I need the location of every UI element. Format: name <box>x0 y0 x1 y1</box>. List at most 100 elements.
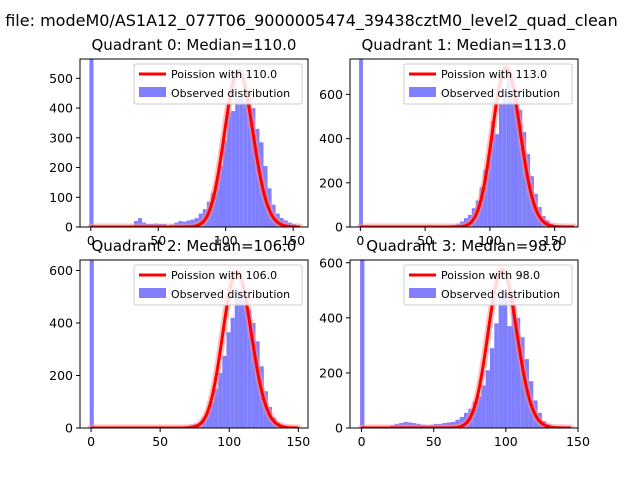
histogram-bar <box>502 290 508 428</box>
legend: Poission with 113.0 Observed distributio… <box>403 63 573 105</box>
y-tick-label: 300 <box>49 130 73 145</box>
x-tick-label: 100 <box>214 233 238 248</box>
histogram-bar <box>360 260 365 428</box>
poisson-fit-layer <box>87 268 302 428</box>
legend-entry-fit: Poission with 110.0 <box>171 68 277 81</box>
y-tick-label: 0 <box>65 220 73 235</box>
x-tick-label: 150 <box>566 434 590 449</box>
y-tick-label: 400 <box>49 101 73 116</box>
histogram-bar <box>230 317 235 428</box>
y-tick-label: 200 <box>49 160 73 175</box>
legend: Poission with 106.0 Observed distributio… <box>133 264 303 306</box>
x-tick-label: 150 <box>286 434 310 449</box>
histogram-bar <box>243 102 248 227</box>
poisson-fit-line <box>360 66 575 227</box>
x-tick-label: 0 <box>87 233 95 248</box>
histogram-bar <box>481 385 486 428</box>
x-tick-label: 50 <box>152 434 168 449</box>
histogram-bar <box>214 180 219 227</box>
histogram-bar <box>495 134 499 227</box>
histogram-bar <box>510 89 515 227</box>
legend-entry-observed: Observed distribution <box>171 87 290 100</box>
x-tick-label: 0 <box>87 434 95 449</box>
x-tick-label: 100 <box>494 434 518 449</box>
histogram-bar <box>89 59 94 227</box>
histogram-bar <box>476 396 482 428</box>
histogram-bar <box>218 166 224 227</box>
axes-frame <box>349 58 579 228</box>
histogram-bar <box>515 317 521 428</box>
panel-quadrant-0: 0 50 100 150 0 100 200 300 400 500 Quadrant 0: Me… <box>49 36 309 248</box>
axes-layer: 0 50 100 150 0 100 200 300 400 500 <box>49 58 309 248</box>
axes-layer: 0 50 100 150 0 200 400 600 <box>49 259 310 449</box>
axes-frame <box>349 259 579 429</box>
histogram-bar <box>247 309 252 428</box>
histogram-bar <box>234 287 239 428</box>
panel-quadrant-2: 0 50 100 150 0 200 400 600 Quadrant 2: Median=1… <box>49 237 310 449</box>
histogram-bar <box>251 323 256 428</box>
histogram-bar <box>483 169 488 227</box>
histogram-bar <box>251 108 256 227</box>
histogram-bar <box>485 370 490 428</box>
histogram-bar <box>238 288 244 428</box>
y-tick-label: 400 <box>319 131 343 146</box>
y-tick-label: 600 <box>319 87 343 102</box>
legend-box <box>133 63 303 105</box>
histogram-bar <box>226 332 231 428</box>
histogram-bar <box>489 348 495 428</box>
histogram-bar <box>205 412 210 428</box>
panel-title: Quadrant 1: Median=113.0 <box>362 36 567 54</box>
histogram-bar <box>222 355 227 428</box>
x-tick-label: 150 <box>281 233 305 248</box>
x-tick-label: 150 <box>543 233 567 248</box>
axes-frame <box>79 259 309 429</box>
histogram-bar <box>506 74 511 227</box>
panel-title: Quadrant 0: Median=110.0 <box>92 36 297 54</box>
histogram-bar <box>498 295 503 428</box>
x-tick-label: 50 <box>417 233 433 248</box>
poisson-fit-layer <box>356 64 578 227</box>
y-tick-label: 0 <box>65 421 73 436</box>
y-tick-label: 600 <box>49 263 73 278</box>
histogram-bar <box>223 140 228 227</box>
y-tick-label: 200 <box>319 175 343 190</box>
histogram-bar <box>491 120 496 227</box>
histogram-bar <box>89 260 94 428</box>
y-tick-label: 100 <box>49 190 73 205</box>
panel-title: Quadrant 3: Median=98.0 <box>366 237 561 255</box>
y-tick-label: 400 <box>319 310 343 325</box>
panel-title: Quadrant 2: Median=106.0 <box>92 237 297 255</box>
figure-suptitle: n file: modeM0/AS1A12_077T06_9000005474_… <box>0 11 618 31</box>
legend-entry-fit: Poission with 106.0 <box>171 269 277 282</box>
histogram-bar <box>138 218 143 227</box>
legend-entry-fit: Poission with 98.0 <box>441 269 540 282</box>
histogram-bar <box>209 401 215 428</box>
y-tick-label: 600 <box>319 255 343 270</box>
histogram-bar <box>522 131 527 227</box>
histogram-bar <box>231 111 236 227</box>
legend-entry-fit: Poission with 113.0 <box>441 68 547 81</box>
x-tick-label: 50 <box>426 434 442 449</box>
histogram-bar <box>502 94 507 227</box>
histogram-bar <box>243 300 248 428</box>
histogram-bar <box>214 388 219 428</box>
y-tick-label: 0 <box>335 220 343 235</box>
legend-hist-patch <box>409 87 436 97</box>
x-tick-label: 100 <box>478 233 502 248</box>
legend-hist-patch <box>139 87 166 97</box>
poisson-fit-line <box>90 270 299 428</box>
histogram-bar <box>359 59 363 227</box>
x-tick-label: 0 <box>356 233 364 248</box>
legend-entry-observed: Observed distribution <box>441 87 560 100</box>
panel-quadrant-3: 0 50 100 150 0 200 400 600 Quadrant 3: Median=9… <box>319 237 590 449</box>
y-tick-label: 200 <box>319 365 343 380</box>
histogram-bar <box>239 96 244 227</box>
panel-quadrant-1: 0 50 100 150 0 200 400 600 Quadrant 1: Median=1… <box>319 36 579 248</box>
histogram-bar <box>218 372 223 428</box>
histogram-bar <box>247 100 252 227</box>
histogram-bar <box>518 109 523 227</box>
poisson-fit-line <box>361 268 571 428</box>
axes-layer: 0 50 100 150 0 200 400 600 <box>319 58 579 248</box>
histogram-bar <box>487 154 492 227</box>
histogram-bar <box>507 326 512 428</box>
